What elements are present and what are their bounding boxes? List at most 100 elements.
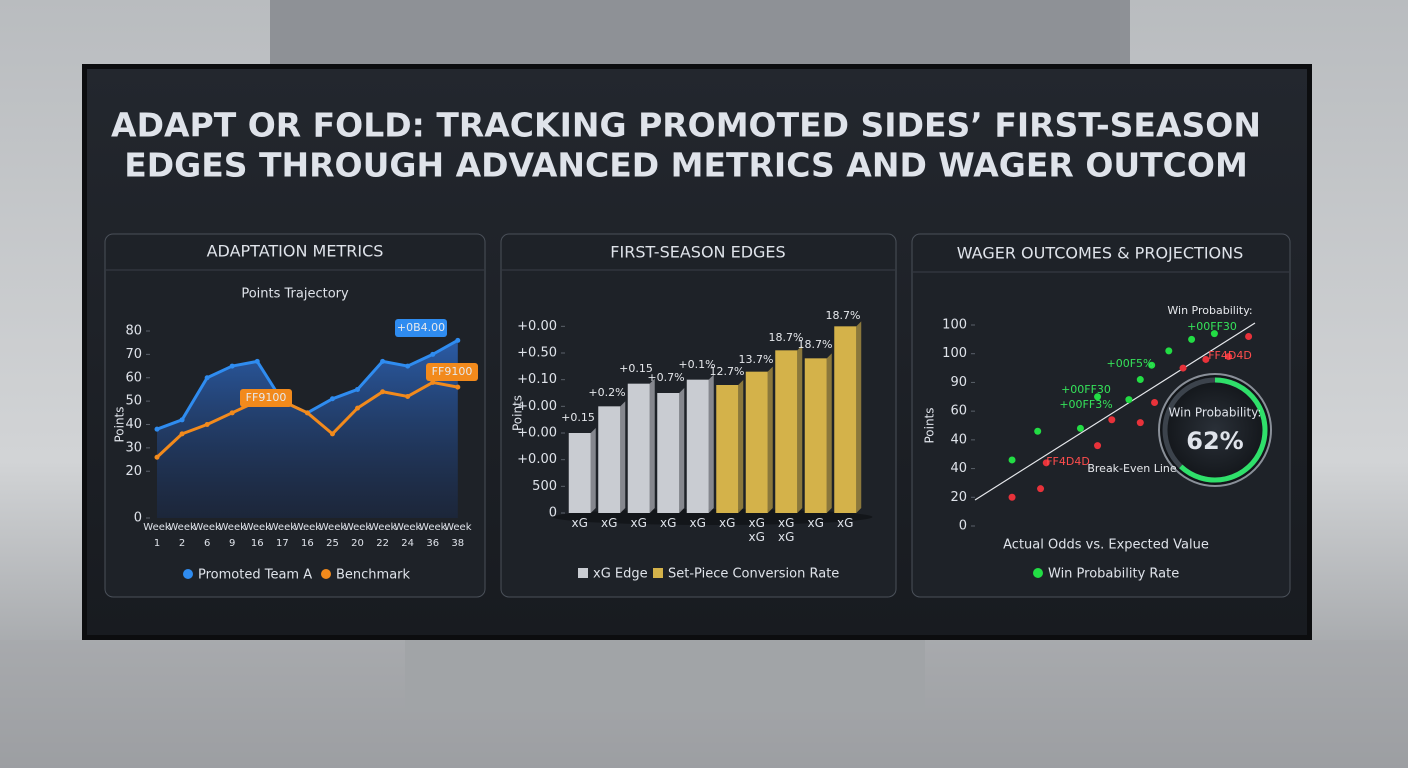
bar [804,358,827,513]
x-tick-label: xG [837,516,853,530]
gauge-label: Win Probability: [1169,406,1262,420]
annotation: +0.1% [678,358,715,371]
y-tick-label: 40 [125,417,142,432]
x-tick-label: Week 6 [193,522,221,549]
panel-title: WAGER OUTCOMES & PROJECTIONS [957,244,1244,263]
point [254,358,260,364]
legend-swatch [578,568,588,578]
gauge-arc [1179,377,1268,483]
legend-swatch [653,568,663,578]
y-axis-label: Points [511,395,525,431]
y-tick-label: +0.00 [517,452,557,467]
point [455,337,461,343]
point [329,431,335,437]
x-tick-label: Week 36 [419,522,447,549]
annotation-box [240,389,292,407]
legend-swatch [321,569,331,579]
point [1008,493,1016,501]
y-axis-label: Points [923,407,937,443]
y-tick-label: 20 [950,490,967,505]
y-tick-label: +0.00 [517,319,557,334]
x-tick-label: Week 20 [344,522,372,549]
point [1210,330,1218,338]
y-tick-label: 500 [532,479,557,494]
annotation: 12.7% [710,365,745,378]
point [1245,332,1253,340]
x-tick-label: Week 22 [369,522,397,549]
y-tick-label: 20 [125,464,142,479]
point [1042,459,1050,467]
x-tick-label: xG xG [749,516,765,544]
bar-side [620,401,626,513]
annotation: Win Probability: [1167,304,1252,317]
panel [911,233,1291,598]
bar-side [590,428,596,513]
point [405,363,411,369]
point [1037,485,1045,493]
point [179,417,185,423]
annotation: +0.2% [588,386,625,399]
point [455,384,461,390]
point [304,410,310,416]
legend-label: Promoted Team A [198,568,312,583]
annotation: 18.7% [826,309,861,322]
bar-side [649,378,655,513]
y-tick-label: 80 [125,324,142,339]
y-tick-label: 0 [134,511,142,526]
y-tick-label: 0 [549,506,557,521]
point [430,379,436,385]
annotation: 13.7% [739,353,774,366]
bar-side [767,366,773,513]
bar [568,433,591,513]
point [1094,442,1102,450]
x-tick-label: xG [631,516,647,530]
panel-title: FIRST-SEASON EDGES [610,243,785,262]
x-tick-label: Week 1 [143,522,171,549]
x-tick-label: xG [690,516,706,530]
x-tick-label: xG xG [778,516,794,544]
point [380,389,386,395]
x-tick-label: Week 16 [244,522,272,549]
point [1136,376,1144,384]
point [154,426,160,432]
point [329,396,335,402]
point [1202,355,1210,363]
point [154,454,160,460]
point [1188,335,1196,343]
point [1125,396,1133,404]
y-tick-label: +0.00 [517,399,557,414]
annotation-box [426,363,478,381]
wall [270,0,1130,70]
y-tick-label: 100 [942,346,967,361]
x-tick-label: xG [601,516,617,530]
point [1165,347,1173,355]
point [1136,419,1144,427]
point [355,405,361,411]
bar [775,350,798,513]
gauge-face [1158,373,1272,487]
bar-side [708,374,714,513]
x-tick-label: Week 38 [444,522,472,549]
legend-label: Win Probability Rate [1048,567,1179,582]
x-tick-label: xG [572,516,588,530]
point [179,431,185,437]
x-tick-label: Week 16 [294,522,322,549]
legend-swatch [183,569,193,579]
point [1108,416,1116,424]
chart-subtitle: Points Trajectory [241,287,349,302]
y-tick-label: +0.10 [517,372,557,387]
y-tick-label: 100 [942,318,967,333]
annotation: 18.7% [769,331,804,344]
annotation: 18.7% [798,338,833,351]
point [204,375,210,381]
bar-side [738,380,744,513]
legend-label: Benchmark [336,568,411,583]
x-tick-label: Week 17 [269,522,297,549]
legend-label: Set-Piece Conversion Rate [668,567,839,582]
bar [657,393,680,513]
point [1148,361,1156,369]
x-tick-label: xG [808,516,824,530]
annotation: +0B4.00 [397,321,445,334]
bar [745,371,768,513]
